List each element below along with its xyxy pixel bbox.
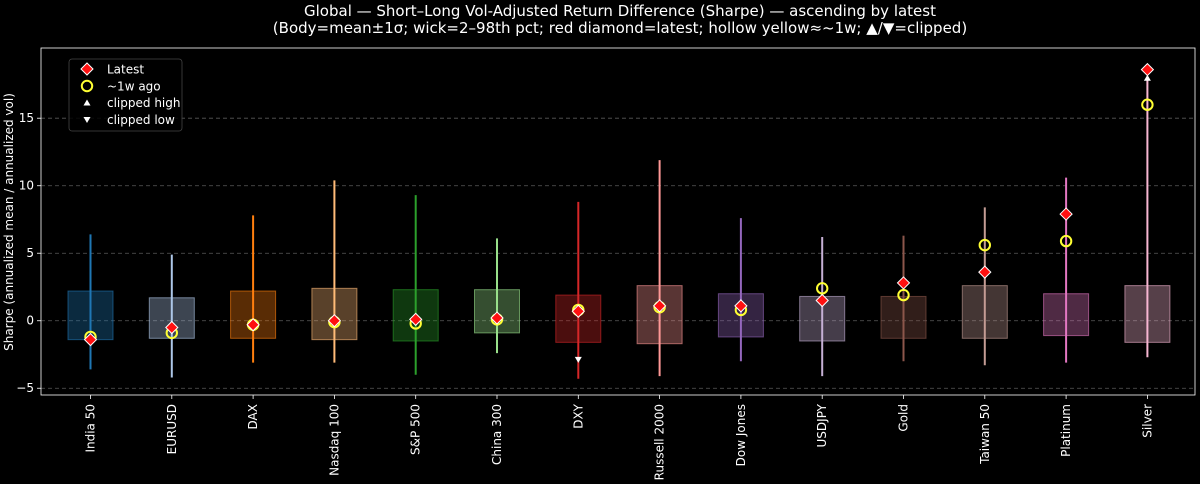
legend-label-week-ago: ~1w ago — [107, 80, 161, 94]
clipped-high-marker — [1143, 74, 1151, 81]
x-tick-label: Russell 2000 — [653, 404, 667, 480]
series-china-300 — [474, 238, 520, 354]
gridlines — [41, 117, 1195, 389]
clipped-low-marker — [574, 356, 582, 363]
x-tick-label: EURUSD — [165, 404, 179, 454]
series-dxy — [555, 201, 602, 379]
latest-marker — [896, 276, 911, 290]
series-taiwan-50 — [961, 207, 1008, 366]
week-ago-marker — [816, 282, 829, 295]
x-tick-label: DAX — [246, 404, 260, 429]
week-ago-marker — [897, 288, 910, 302]
x-tick-label: Nasdaq 100 — [327, 404, 341, 476]
x-axis-ticks: India 50 EURUSD DAX Nasdaq 100 S&P 500 China … — [84, 395, 1154, 480]
plot-frame — [40, 47, 1196, 396]
latest-marker — [1140, 62, 1155, 77]
series-usdjpy — [799, 237, 846, 377]
chart-subtitle: (Body=mean±1σ; wick=2–98th pct; red diam… — [273, 19, 967, 37]
latest-marker — [327, 314, 342, 328]
legend-clipped-high-marker — [83, 99, 91, 106]
y-tick-label: −5 — [16, 381, 34, 395]
legend-week-ago-marker — [80, 79, 94, 93]
latest-marker — [490, 311, 504, 325]
x-tick-label: Gold — [897, 404, 911, 432]
y-axis-label: Sharpe (annualized mean / annualized vol… — [2, 93, 16, 351]
y-tick-label: 10 — [19, 179, 34, 193]
x-tick-label: China 300 — [490, 404, 504, 465]
latest-marker — [978, 265, 992, 279]
latest-marker — [734, 299, 748, 313]
week-ago-marker — [1141, 98, 1154, 111]
series-marks — [67, 62, 1171, 379]
latest-marker — [1059, 207, 1073, 221]
latest-marker — [83, 332, 98, 347]
x-tick-label: Dow Jones — [734, 404, 748, 466]
x-tick-label: Silver — [1140, 404, 1154, 438]
y-tick-label: 5 — [26, 246, 34, 260]
series-silver — [1124, 62, 1171, 358]
latest-marker — [815, 293, 829, 308]
legend-box — [68, 58, 183, 132]
series-dow-jones — [717, 218, 764, 362]
x-tick-label: India 50 — [84, 404, 98, 453]
series-russell-2000 — [636, 160, 683, 377]
chart-title: Global — Short–Long Vol-Adjusted Return … — [304, 2, 936, 20]
series-dax — [230, 215, 277, 363]
x-tick-label: S&P 500 — [409, 404, 423, 455]
latest-marker — [652, 299, 667, 313]
x-tick-label: USDJPY — [815, 403, 829, 447]
latest-marker — [571, 304, 586, 318]
y-axis-ticks: −5 0 5 10 15 — [16, 111, 41, 395]
legend-label-clipped-high: clipped high — [107, 96, 180, 110]
x-tick-label: DXY — [571, 403, 585, 428]
series-eurusd — [148, 254, 195, 378]
series-gold — [880, 235, 927, 362]
legend-clipped-low-marker — [83, 117, 91, 123]
legend: Latest ~1w ago clipped high clipped low — [68, 58, 183, 132]
series-platinum — [1043, 177, 1090, 363]
week-ago-marker — [1059, 234, 1073, 248]
y-tick-label: 0 — [26, 314, 34, 328]
latest-marker — [246, 318, 260, 332]
legend-label-latest: Latest — [107, 63, 144, 77]
x-tick-label: Platinum — [1059, 404, 1073, 457]
series-s-p-500 — [392, 195, 439, 375]
latest-marker — [165, 320, 179, 335]
week-ago-marker — [978, 238, 991, 252]
y-tick-label: 15 — [19, 111, 34, 125]
latest-marker — [408, 312, 423, 327]
x-tick-label: Taiwan 50 — [978, 404, 992, 465]
series-nasdaq-100 — [311, 180, 358, 363]
legend-latest-marker — [80, 62, 94, 76]
legend-label-clipped-low: clipped low — [107, 113, 175, 127]
series-india-50 — [67, 234, 114, 370]
